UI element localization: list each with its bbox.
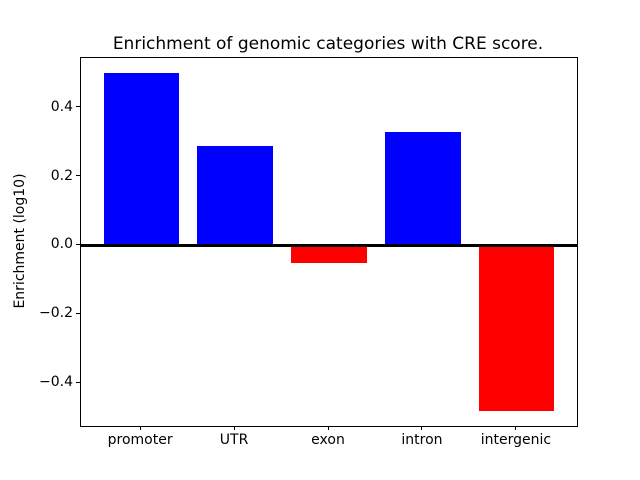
x-tick-label-UTR: UTR — [219, 432, 249, 448]
x-tick-label-intergenic: intergenic — [480, 432, 552, 448]
y-tick-label: −0.4 — [39, 374, 73, 390]
x-tick-mark — [139, 426, 141, 430]
y-tick-mark — [76, 381, 80, 383]
bar-exon — [291, 245, 367, 263]
x-tick-label-intron: intron — [401, 432, 443, 448]
y-tick-label: 0.2 — [50, 167, 73, 184]
x-tick-mark — [421, 426, 423, 430]
y-tick-label: 0.4 — [50, 98, 73, 115]
bar-intergenic — [479, 245, 555, 411]
y-tick-label: 0.0 — [50, 236, 73, 253]
bar-promoter — [103, 73, 179, 246]
x-tick-mark — [327, 426, 329, 430]
x-tick-label-exon: exon — [311, 432, 345, 448]
y-tick-mark — [76, 175, 80, 177]
x-tick-mark — [515, 426, 517, 430]
y-tick-mark — [76, 312, 80, 314]
y-tick-label: −0.2 — [39, 305, 73, 322]
x-tick-mark — [233, 426, 235, 430]
zero-line — [81, 244, 577, 247]
bar-intron — [385, 131, 461, 246]
y-tick-mark — [76, 106, 80, 108]
plot-area — [80, 57, 578, 427]
y-tick-mark — [76, 243, 80, 245]
chart-title: Enrichment of genomic categories with CR… — [112, 34, 544, 54]
x-tick-label-promoter: promoter — [107, 432, 173, 448]
bar-UTR — [197, 145, 273, 246]
